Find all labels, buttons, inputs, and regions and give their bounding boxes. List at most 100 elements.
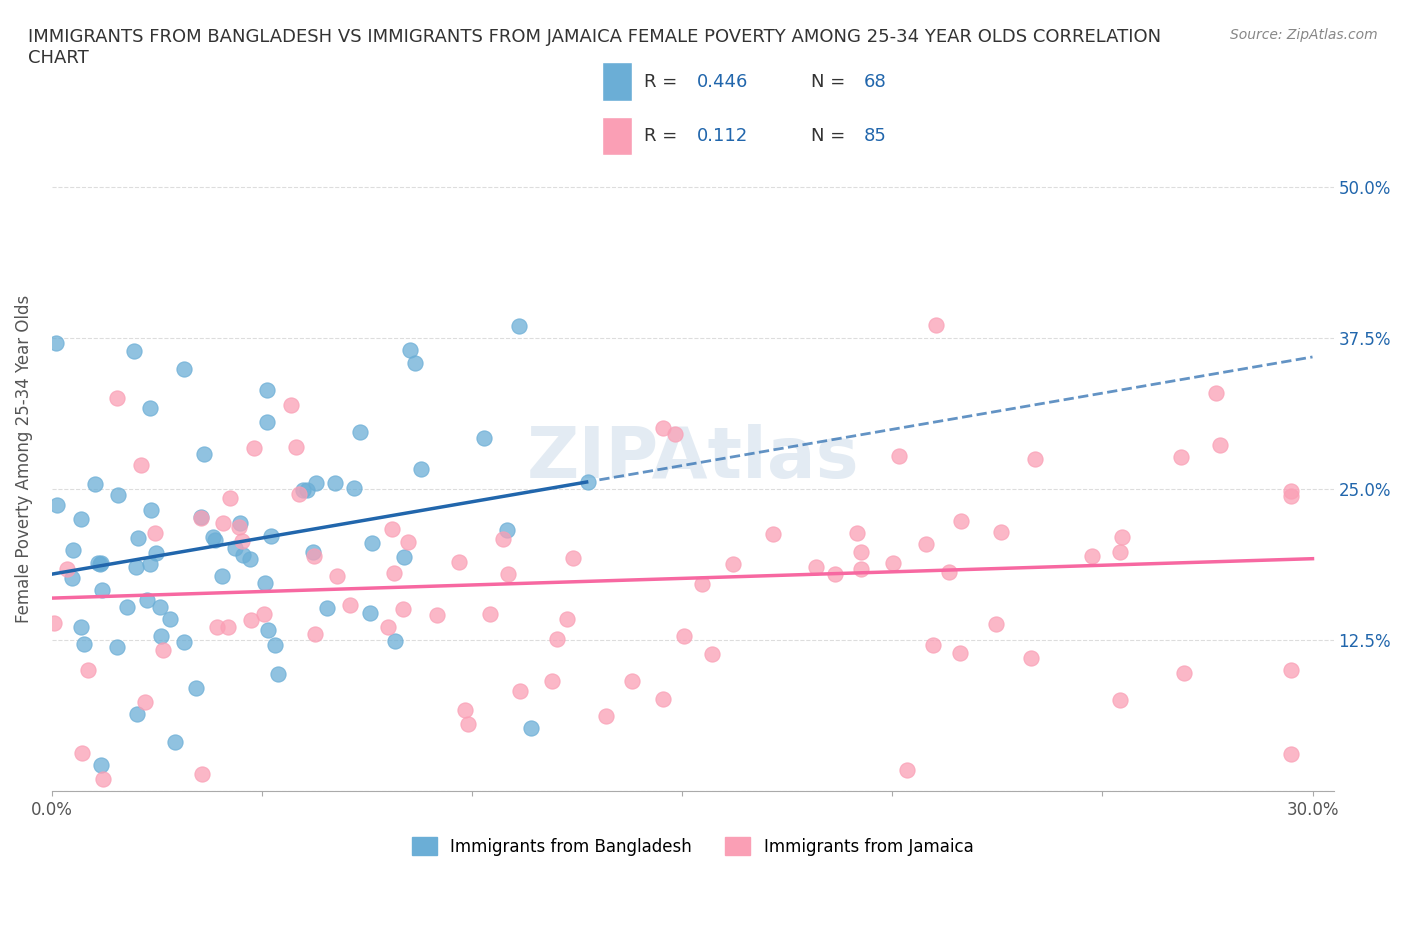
- Point: [721, 557, 744, 572]
- Point: [302, 545, 325, 560]
- Point: [89, 556, 111, 571]
- Point: [896, 763, 918, 777]
- Point: [91, 583, 114, 598]
- Point: [925, 318, 948, 333]
- Point: [305, 475, 328, 490]
- Point: [381, 521, 404, 536]
- Point: [115, 600, 138, 615]
- Point: [207, 619, 229, 634]
- Point: [152, 642, 174, 657]
- Point: [922, 638, 945, 653]
- Point: [45, 335, 67, 350]
- Point: [576, 475, 599, 490]
- Point: [519, 720, 541, 735]
- Point: [1281, 663, 1303, 678]
- Point: [191, 767, 214, 782]
- Point: [134, 694, 156, 709]
- Point: [190, 511, 212, 525]
- Point: [384, 633, 406, 648]
- Point: [1111, 530, 1133, 545]
- Point: [652, 692, 675, 707]
- Point: [256, 382, 278, 397]
- Point: [392, 601, 415, 616]
- Point: [284, 439, 307, 454]
- Point: [150, 629, 173, 644]
- Text: N =: N =: [811, 127, 851, 145]
- Point: [105, 391, 128, 405]
- Point: [304, 549, 326, 564]
- Point: [240, 613, 263, 628]
- Point: [316, 601, 339, 616]
- Point: [260, 528, 283, 543]
- Text: IMMIGRANTS FROM BANGLADESH VS IMMIGRANTS FROM JAMAICA FEMALE POVERTY AMONG 25-34: IMMIGRANTS FROM BANGLADESH VS IMMIGRANTS…: [28, 28, 1161, 67]
- Point: [70, 746, 93, 761]
- Point: [762, 526, 785, 541]
- Point: [949, 645, 972, 660]
- Point: [107, 487, 129, 502]
- Point: [292, 483, 315, 498]
- Point: [229, 515, 252, 530]
- Point: [1081, 549, 1104, 564]
- Point: [1019, 651, 1042, 666]
- FancyBboxPatch shape: [602, 62, 633, 101]
- Point: [546, 631, 568, 646]
- Point: [1109, 545, 1132, 560]
- Point: [87, 555, 110, 570]
- Legend: Immigrants from Bangladesh, Immigrants from Jamaica: Immigrants from Bangladesh, Immigrants f…: [405, 830, 980, 862]
- Point: [562, 551, 585, 565]
- Point: [360, 536, 382, 551]
- Point: [426, 608, 449, 623]
- Point: [396, 535, 419, 550]
- Point: [228, 520, 250, 535]
- Point: [135, 592, 157, 607]
- Point: [990, 525, 1012, 539]
- Point: [1205, 386, 1227, 401]
- Point: [243, 441, 266, 456]
- Point: [256, 415, 278, 430]
- Point: [349, 425, 371, 440]
- Point: [141, 503, 163, 518]
- Point: [1281, 488, 1303, 503]
- Point: [257, 622, 280, 637]
- Point: [90, 555, 112, 570]
- Point: [409, 461, 432, 476]
- Point: [851, 545, 873, 560]
- Text: R =: R =: [644, 73, 683, 90]
- Point: [73, 637, 96, 652]
- Text: R =: R =: [644, 127, 689, 145]
- Point: [129, 458, 152, 472]
- Point: [149, 600, 172, 615]
- Point: [184, 680, 207, 695]
- Point: [304, 626, 326, 641]
- Point: [62, 542, 84, 557]
- Point: [806, 559, 828, 574]
- Point: [295, 483, 318, 498]
- Text: ZIPAtlas: ZIPAtlas: [526, 424, 859, 493]
- Point: [90, 758, 112, 773]
- Text: Source: ZipAtlas.com: Source: ZipAtlas.com: [1230, 28, 1378, 42]
- Point: [253, 607, 276, 622]
- Point: [495, 523, 517, 538]
- Point: [690, 577, 713, 591]
- Point: [851, 562, 873, 577]
- Point: [288, 486, 311, 501]
- Point: [91, 771, 114, 786]
- Point: [398, 342, 420, 357]
- Point: [76, 662, 98, 677]
- Point: [377, 619, 399, 634]
- Point: [382, 565, 405, 580]
- Point: [145, 545, 167, 560]
- Point: [211, 568, 233, 583]
- Point: [938, 565, 960, 579]
- Point: [540, 674, 562, 689]
- Point: [107, 639, 129, 654]
- Point: [343, 481, 366, 496]
- Point: [479, 606, 502, 621]
- Text: 0.112: 0.112: [697, 127, 748, 145]
- Point: [204, 532, 226, 547]
- Point: [882, 556, 904, 571]
- Point: [70, 512, 93, 527]
- Point: [673, 629, 696, 644]
- Point: [664, 427, 686, 442]
- Point: [652, 420, 675, 435]
